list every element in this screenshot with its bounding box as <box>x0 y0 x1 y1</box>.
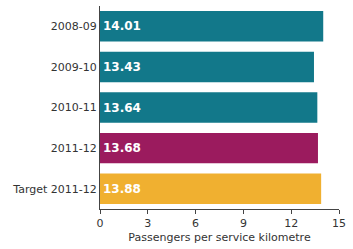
svg-text:3: 3 <box>144 217 151 230</box>
svg-text:6: 6 <box>192 217 199 230</box>
svg-text:2009-10: 2009-10 <box>51 61 97 74</box>
svg-text:Target 2011-12: Target 2011-12 <box>12 183 97 196</box>
svg-text:2010-11: 2010-11 <box>51 101 97 114</box>
svg-text:13.64: 13.64 <box>103 101 141 115</box>
svg-text:2011-12: 2011-12 <box>51 142 97 155</box>
svg-text:2008-09: 2008-09 <box>51 20 97 33</box>
svg-text:13.68: 13.68 <box>103 141 141 155</box>
svg-text:Passengers per service kilomet: Passengers per service kilometre <box>128 231 311 244</box>
svg-text:9: 9 <box>240 217 247 230</box>
svg-text:0: 0 <box>97 217 104 230</box>
svg-text:12: 12 <box>284 217 298 230</box>
svg-text:14.01: 14.01 <box>103 19 141 33</box>
svg-text:13.88: 13.88 <box>103 182 141 196</box>
svg-text:15: 15 <box>332 217 346 230</box>
svg-text:13.43: 13.43 <box>103 60 141 74</box>
